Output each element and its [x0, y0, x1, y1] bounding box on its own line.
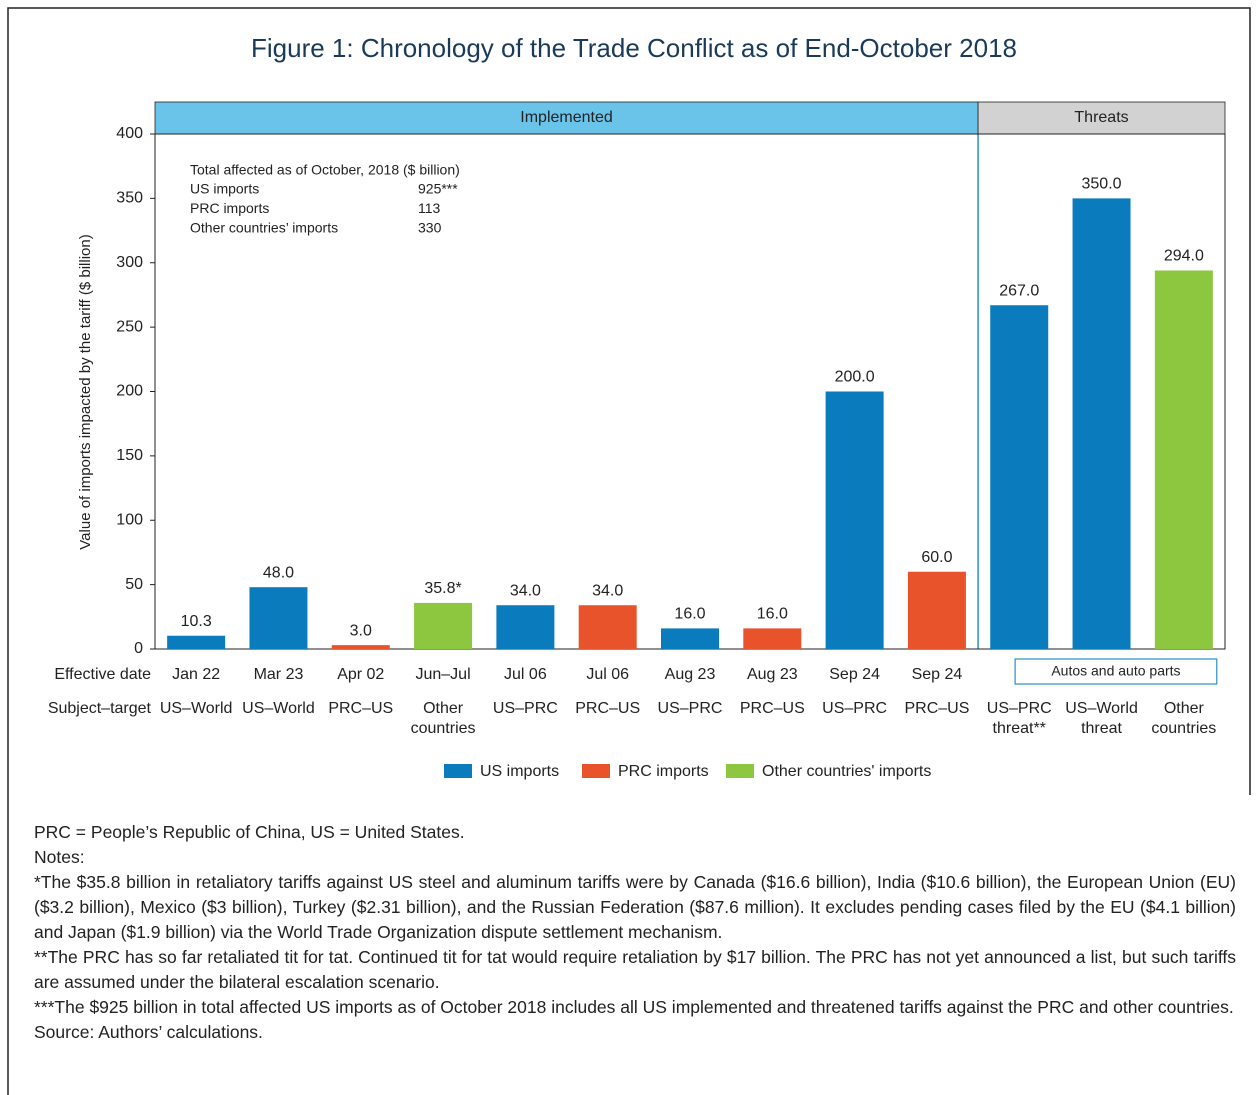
legend-swatch — [444, 764, 472, 778]
y-tick-label: 300 — [116, 254, 143, 271]
legend-label: Other countries' imports — [762, 763, 931, 780]
value-label: 34.0 — [592, 582, 623, 599]
x-tick-label: Sep 24 — [829, 666, 880, 683]
legend-swatch — [582, 764, 610, 778]
note: PRC = People’s Republic of China, US = U… — [34, 822, 465, 842]
frame — [7, 7, 1251, 1095]
row-label: Subject–target — [48, 700, 152, 717]
value-label: 350.0 — [1082, 176, 1122, 193]
subject-label: US–PRC — [822, 700, 887, 717]
subject-label: countries — [411, 720, 476, 737]
legend-label: PRC imports — [618, 763, 709, 780]
notes: PRC = People’s Republic of China, US = U… — [34, 820, 1236, 1045]
bar — [990, 305, 1049, 649]
subject-label: US–PRC — [658, 700, 723, 717]
y-tick-label: 50 — [125, 576, 143, 593]
bar — [907, 571, 966, 649]
bar — [825, 391, 884, 649]
subject-label: countries — [1151, 720, 1216, 737]
subject-label: PRC–US — [328, 700, 393, 717]
summary-value: 925*** — [418, 181, 458, 197]
bar — [578, 605, 637, 649]
x-tick-label: Aug 23 — [747, 666, 798, 683]
y-tick-label: 200 — [116, 383, 143, 400]
y-tick-label: 100 — [116, 511, 143, 528]
subject-label: PRC–US — [904, 700, 969, 717]
summary-value: 330 — [418, 220, 442, 236]
note: *The $35.8 billion in retaliatory tariff… — [34, 872, 1236, 942]
subject-label: US–World — [1065, 700, 1138, 717]
x-tick-label: Jan 22 — [172, 666, 220, 683]
bar — [414, 602, 473, 649]
annotation-text: Autos and auto parts — [1051, 663, 1180, 679]
bar — [661, 628, 719, 649]
value-label: 3.0 — [350, 622, 372, 639]
header-label: Threats — [1074, 109, 1128, 126]
plot-frame — [154, 133, 1226, 650]
x-tick-label: Jul 06 — [586, 666, 629, 683]
x-tick-label: Jun–Jul — [415, 666, 470, 683]
summary-title: Total affected as of October, 2018 ($ bi… — [190, 162, 460, 178]
bar — [167, 635, 226, 649]
subject-label: threat — [1081, 720, 1122, 737]
row-label: Effective date — [54, 666, 151, 683]
bar — [496, 605, 555, 649]
x-tick-label: Mar 23 — [254, 666, 304, 683]
summary-name: US imports — [190, 181, 259, 197]
value-label: 48.0 — [263, 564, 294, 581]
note: **The PRC has so far retaliated tit for … — [34, 947, 1236, 992]
subject-label: Other — [1164, 700, 1205, 717]
subject-label: threat** — [993, 720, 1046, 737]
subject-label: Other — [423, 700, 464, 717]
bar — [331, 645, 390, 649]
note: Notes: — [34, 847, 85, 867]
x-tick-label: Aug 23 — [665, 666, 716, 683]
summary-name: Other countries’ imports — [190, 220, 338, 236]
y-tick-label: 400 — [116, 125, 143, 142]
value-label: 16.0 — [757, 606, 788, 623]
bar — [743, 628, 802, 649]
value-label: 35.8* — [424, 580, 461, 597]
x-tick-label: Jul 06 — [504, 666, 547, 683]
value-label: 60.0 — [921, 549, 952, 566]
legend-swatch — [726, 764, 754, 778]
bar — [1072, 198, 1131, 649]
subject-label: PRC–US — [740, 700, 805, 717]
value-label: 200.0 — [835, 369, 875, 386]
y-tick-label: 350 — [116, 190, 143, 207]
value-label: 34.0 — [510, 582, 541, 599]
y-tick-label: 250 — [116, 318, 143, 335]
value-label: 294.0 — [1164, 248, 1204, 265]
summary-name: PRC imports — [190, 200, 269, 216]
value-label: 267.0 — [999, 282, 1039, 299]
note: Source: Authors’ calculations. — [34, 1022, 263, 1042]
header-label: Implemented — [520, 109, 613, 126]
subject-label: PRC–US — [575, 700, 640, 717]
value-label: 10.3 — [181, 613, 212, 630]
summary-value: 113 — [418, 200, 441, 216]
y-axis-label: Value of imports impacted by the tariff … — [77, 234, 94, 549]
header-band — [977, 101, 1226, 135]
annotation-box — [1014, 658, 1218, 685]
value-label: 16.0 — [674, 606, 705, 623]
y-tick-label: 150 — [116, 447, 143, 464]
x-tick-label: Sep 24 — [912, 666, 963, 683]
legend-label: US imports — [480, 763, 559, 780]
subject-label: US–World — [160, 700, 233, 717]
subject-label: US–World — [242, 700, 315, 717]
bar — [249, 587, 308, 649]
y-tick-label: 0 — [134, 640, 143, 657]
subject-label: US–PRC — [987, 700, 1052, 717]
note: ***The $925 billion in total affected US… — [34, 997, 1234, 1017]
chart-title: Figure 1: Chronology of the Trade Confli… — [251, 33, 1017, 63]
x-tick-label: Apr 02 — [337, 666, 384, 683]
bar — [1154, 270, 1213, 649]
subject-label: US–PRC — [493, 700, 558, 717]
